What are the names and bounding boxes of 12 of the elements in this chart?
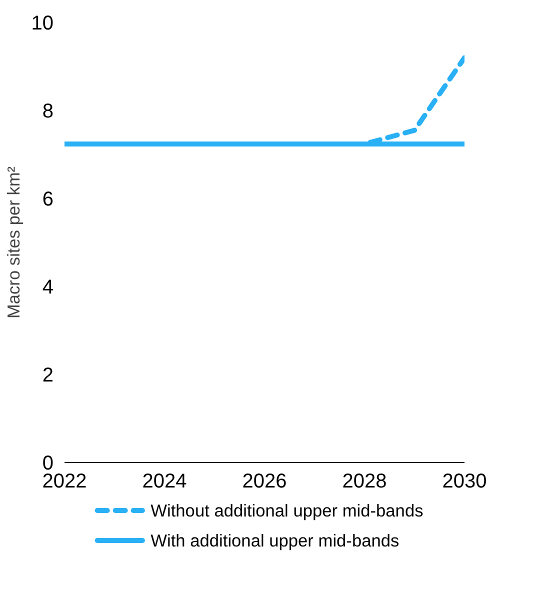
legend-label: Without additional upper mid-bands bbox=[150, 500, 424, 520]
x-tick-label: 2024 bbox=[142, 470, 187, 492]
y-tick-label: 8 bbox=[42, 100, 54, 122]
x-tick-label: 2026 bbox=[242, 470, 287, 492]
x-tick-label: 2028 bbox=[342, 470, 387, 492]
y-tick-label: 6 bbox=[42, 188, 54, 210]
y-axis-title: Macro sites per km² bbox=[3, 166, 24, 319]
y-tick-label: 4 bbox=[42, 276, 54, 298]
y-tick-label: 10 bbox=[31, 12, 54, 34]
y-tick-label: 2 bbox=[42, 364, 54, 386]
x-tick-label: 2030 bbox=[442, 470, 487, 492]
legend-label: With additional upper mid-bands bbox=[150, 530, 400, 550]
